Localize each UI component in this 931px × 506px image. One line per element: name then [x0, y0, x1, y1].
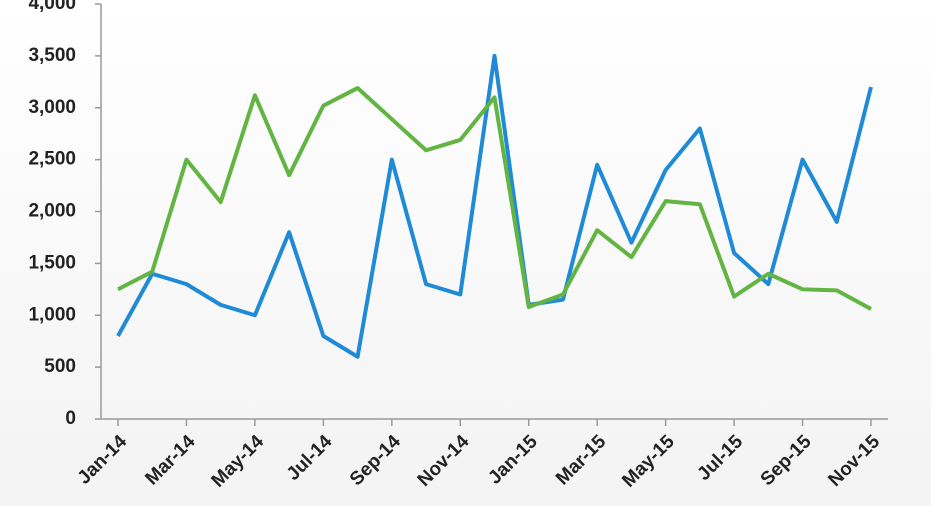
y-tick-label: 500: [44, 356, 76, 377]
x-tick-label: Nov-15: [824, 431, 884, 491]
y-tick-label: 2,000: [28, 201, 76, 222]
series-line: [117, 86, 872, 311]
y-tick-label: 1,000: [28, 304, 76, 325]
x-tick-label: Sep-15: [757, 431, 816, 490]
x-tick-label: May-15: [618, 431, 679, 492]
x-tick-label: May-14: [208, 431, 269, 492]
x-tick-label: Sep-14: [346, 431, 405, 490]
x-tick-label: Mar-14: [141, 431, 199, 489]
x-tick-label: Nov-14: [414, 431, 474, 491]
y-tick-label: 0: [65, 408, 76, 429]
x-tick-label: Jan-14: [74, 431, 132, 489]
x-tick-label: Jan-15: [484, 431, 542, 489]
y-tick-label: 3,500: [28, 45, 76, 66]
x-tick-label: Jul-15: [693, 431, 747, 485]
series-line: [116, 53, 873, 359]
y-tick-label: 4,000: [28, 0, 76, 14]
x-tick-label: Jul-14: [283, 431, 337, 485]
x-tick-label: Mar-15: [552, 431, 610, 489]
y-tick-label: 3,000: [28, 97, 76, 118]
y-tick-label: 2,500: [28, 149, 76, 170]
y-tick-label: 1,500: [28, 252, 76, 273]
